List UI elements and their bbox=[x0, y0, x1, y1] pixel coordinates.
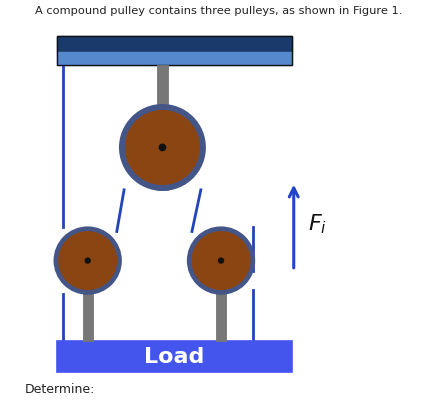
Circle shape bbox=[188, 227, 254, 294]
Circle shape bbox=[126, 111, 199, 184]
Circle shape bbox=[192, 232, 250, 289]
Circle shape bbox=[85, 258, 90, 263]
Text: A compound pulley contains three pulleys, as shown in Figure 1.: A compound pulley contains three pulleys… bbox=[35, 6, 403, 16]
Bar bbox=[157, 65, 168, 147]
Text: $F_i$: $F_i$ bbox=[308, 213, 327, 236]
Circle shape bbox=[59, 232, 117, 289]
Circle shape bbox=[55, 227, 121, 294]
Circle shape bbox=[120, 105, 205, 190]
Bar bbox=[157, 147, 168, 190]
Bar bbox=[83, 261, 92, 341]
Circle shape bbox=[159, 144, 166, 151]
Text: Load: Load bbox=[145, 347, 205, 366]
Bar bbox=[57, 52, 292, 65]
Bar bbox=[57, 341, 292, 372]
Text: Determine:: Determine: bbox=[25, 383, 95, 396]
Bar bbox=[216, 227, 226, 261]
Circle shape bbox=[219, 258, 223, 263]
Bar bbox=[216, 261, 226, 341]
Bar bbox=[83, 227, 92, 261]
Bar bbox=[57, 36, 292, 65]
Bar bbox=[57, 36, 292, 52]
